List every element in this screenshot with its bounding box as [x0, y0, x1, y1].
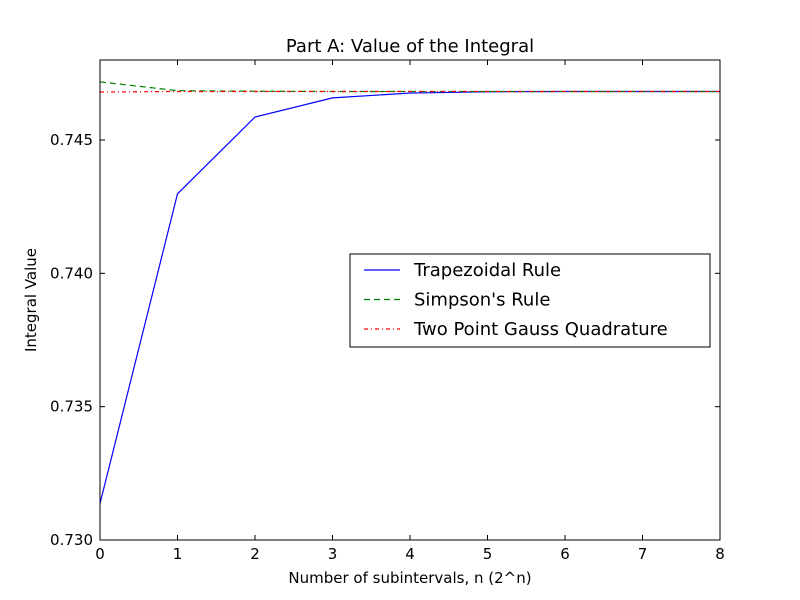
- x-tick-label: 8: [715, 545, 725, 563]
- x-tick-label: 1: [173, 545, 183, 563]
- y-tick-label: 0.735: [50, 398, 93, 416]
- x-axis-label: Number of subintervals, n (2^n): [288, 569, 531, 587]
- y-tick-label: 0.740: [50, 264, 93, 282]
- series-layer: [99, 81, 720, 504]
- legend: Trapezoidal Rule Simpson's Rule Two Point …: [349, 253, 711, 348]
- x-tick-label: 4: [405, 545, 415, 563]
- legend-box: [349, 253, 711, 348]
- x-tick-label: 7: [638, 545, 648, 563]
- series-line-trapezoidal-rule: [99, 90, 720, 504]
- legend-label: Simpson's Rule: [414, 290, 550, 311]
- x-tick-label: 3: [328, 545, 338, 563]
- legend-label: Trapezoidal Rule: [413, 260, 561, 281]
- y-tick-label: 0.730: [50, 531, 93, 549]
- chart-title: Part A: Value of the Integral: [286, 36, 534, 57]
- x-tick-label: 5: [483, 545, 493, 563]
- legend-label: Two Point Gauss Quadrature: [413, 319, 668, 340]
- x-tick-label: 0: [95, 545, 105, 563]
- x-tick-label: 2: [250, 545, 260, 563]
- x-tick-label: 6: [560, 545, 570, 563]
- axes-layer: 0 1 2 3 4 5 6 7 8 0.730 0.735 0.740 0.745: [50, 59, 725, 563]
- series-line-two-point-gauss-quadrature: [99, 90, 720, 93]
- y-tick-label: 0.745: [50, 131, 93, 149]
- y-axis-label: Integral Value: [22, 248, 40, 352]
